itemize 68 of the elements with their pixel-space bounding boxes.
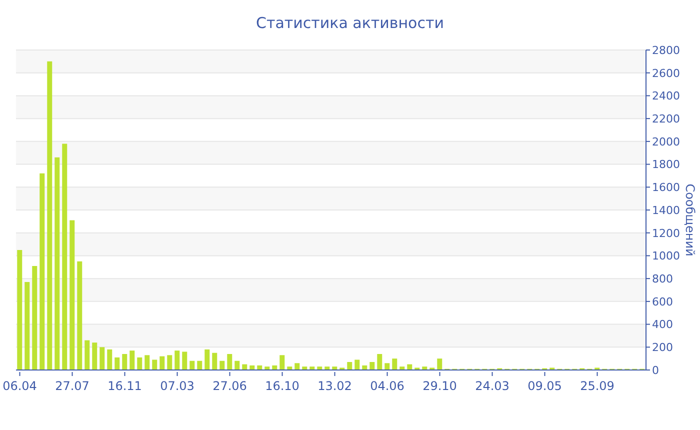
x-tick-label: 25.09	[580, 379, 614, 393]
bar	[182, 352, 188, 370]
bar	[122, 354, 128, 370]
y-tick-label: 1400	[652, 204, 680, 217]
x-tick-label: 27.07	[55, 379, 90, 393]
y-tick-label: 2800	[652, 44, 680, 57]
bar	[92, 342, 98, 370]
bar	[347, 362, 352, 370]
bar	[197, 360, 202, 370]
bar	[40, 173, 45, 370]
y-tick-label: 2200	[652, 112, 680, 126]
y-tick-label: 2000	[652, 135, 680, 148]
bar	[100, 347, 105, 370]
bar	[174, 350, 180, 370]
y-tick-label: 200	[652, 341, 673, 354]
y-tick-label: 400	[652, 318, 673, 332]
bar	[204, 349, 210, 370]
bar	[130, 350, 135, 370]
x-tick-label: 09.05	[528, 379, 562, 393]
bar	[212, 352, 218, 370]
bar	[280, 355, 285, 370]
bar	[437, 358, 442, 370]
bar	[227, 354, 232, 370]
bar	[190, 360, 195, 370]
bar	[62, 144, 68, 370]
y-tick-label: 0	[652, 364, 659, 377]
bar	[294, 363, 300, 370]
bar	[234, 360, 240, 370]
y-tick-label: 800	[652, 272, 673, 286]
bar	[70, 220, 75, 370]
bar	[114, 357, 120, 370]
y-tick-label: 1000	[652, 250, 680, 263]
bar	[17, 250, 22, 370]
y-tick-label: 2600	[652, 66, 680, 80]
bar	[84, 340, 90, 370]
bar	[384, 363, 390, 370]
x-tick-label: 04.06	[370, 379, 404, 393]
x-tick-label: 13.02	[318, 379, 352, 393]
y-tick-label: 1800	[652, 158, 680, 172]
bar	[24, 282, 30, 370]
chart-title: Статистика активности	[255, 14, 445, 32]
bar	[77, 261, 82, 370]
x-tick-label: 07.03	[160, 379, 194, 393]
bar	[370, 362, 375, 370]
bar	[47, 61, 52, 370]
bar	[137, 357, 142, 370]
bar	[144, 355, 150, 370]
y-tick-label: 1600	[652, 181, 680, 194]
y-axis-title: Сообщений	[683, 184, 697, 256]
x-tick-label: 27.06	[212, 379, 247, 393]
x-tick-label: 16.10	[265, 379, 300, 393]
bar	[354, 360, 360, 370]
bar	[107, 349, 112, 370]
x-tick-label: 24.03	[475, 379, 510, 393]
bar	[167, 355, 172, 370]
y-tick-label: 2400	[652, 90, 680, 103]
y-tick-label: 600	[652, 295, 673, 308]
bar	[32, 266, 38, 370]
bar	[152, 360, 158, 370]
y-tick-label: 1200	[652, 226, 680, 240]
bar	[160, 356, 165, 370]
x-tick-label: 16.11	[108, 379, 142, 393]
x-tick-label: 06.04	[2, 379, 37, 393]
bar	[220, 360, 225, 370]
bar	[377, 354, 382, 370]
bar	[54, 157, 60, 370]
bar	[392, 358, 398, 370]
x-tick-label: 29.10	[422, 379, 457, 393]
